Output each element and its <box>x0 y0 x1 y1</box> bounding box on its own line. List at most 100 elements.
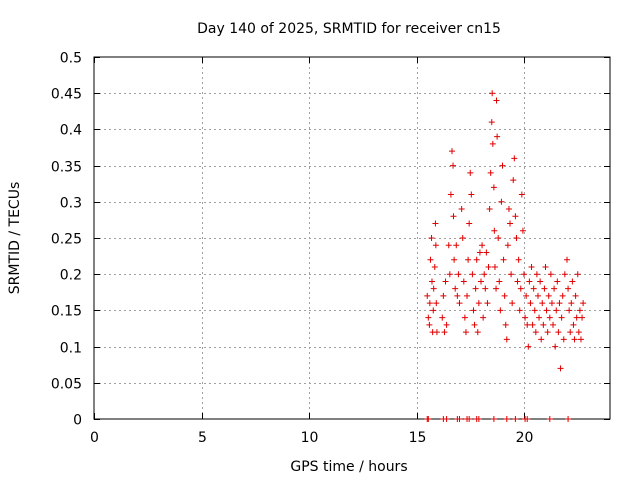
data-point-marker <box>496 278 503 285</box>
data-point-marker <box>509 300 516 307</box>
data-point-marker <box>518 191 525 198</box>
y-tick-label: 0.45 <box>51 87 82 103</box>
data-point-marker <box>433 300 440 307</box>
data-point-marker <box>538 336 545 343</box>
data-point-marker <box>427 256 434 263</box>
data-point-marker <box>450 162 457 169</box>
x-tick-label: 20 <box>516 430 534 446</box>
data-point-marker <box>476 249 483 256</box>
data-point-marker <box>465 256 472 263</box>
data-point-marker <box>425 416 432 422</box>
data-point-marker <box>430 285 437 292</box>
y-tick-label: 0.25 <box>51 232 82 248</box>
x-tick-label: 10 <box>301 430 319 446</box>
data-point-marker <box>522 314 529 321</box>
data-point-marker <box>573 314 580 321</box>
y-tick-label: 0.1 <box>60 341 82 357</box>
data-point-marker <box>432 220 439 227</box>
data-point-marker <box>558 314 565 321</box>
data-point-marker <box>515 256 522 263</box>
data-point-marker <box>489 90 496 97</box>
x-axis-label: GPS time / hours <box>290 459 407 475</box>
data-point-marker <box>430 307 437 314</box>
data-point-marker <box>475 416 482 422</box>
data-point-marker <box>546 314 553 321</box>
data-point-marker <box>478 278 484 285</box>
x-axis-ticks: 0 5 10 15 20 <box>90 57 533 446</box>
data-point-marker <box>560 336 567 343</box>
data-point-marker <box>442 278 449 285</box>
data-point-marker <box>561 271 568 278</box>
data-point-marker <box>547 271 554 278</box>
data-point-marker <box>431 263 438 270</box>
data-point-marker <box>556 300 563 307</box>
data-point-marker <box>524 416 531 422</box>
data-point-marker <box>572 292 579 299</box>
data-point-marker <box>499 162 506 169</box>
data-point-marker <box>529 321 536 328</box>
data-point-marker <box>445 242 452 249</box>
data-point-marker <box>452 285 459 292</box>
data-point-marker <box>555 329 562 336</box>
data-point-marker <box>483 249 490 256</box>
data-point-marker <box>527 300 534 307</box>
x-tick-label: 0 <box>90 430 99 446</box>
data-point-marker <box>479 242 486 249</box>
data-point-marker <box>501 292 508 299</box>
data-point-marker <box>439 314 446 321</box>
data-point-marker <box>552 343 559 350</box>
data-point-marker <box>470 307 477 314</box>
data-point-marker <box>424 292 431 299</box>
data-point-marker <box>460 278 467 285</box>
data-point-marker <box>504 242 511 249</box>
y-tick-label: 0.05 <box>51 377 82 393</box>
data-point-marker <box>580 300 587 307</box>
data-point-marker <box>567 329 574 336</box>
data-point-marker <box>453 242 460 249</box>
data-point-marker <box>564 256 570 263</box>
data-point-marker <box>507 220 514 227</box>
y-tick-label: 0.35 <box>51 160 82 176</box>
data-point-marker <box>466 416 473 422</box>
grid-lines <box>94 57 610 419</box>
data-point-marker <box>443 416 450 422</box>
data-point-marker <box>468 191 475 198</box>
data-points <box>424 90 587 422</box>
data-point-marker <box>532 329 539 336</box>
data-point-marker <box>488 119 495 126</box>
data-point-marker <box>486 206 493 213</box>
data-point-marker <box>490 184 497 191</box>
data-point-marker <box>570 321 577 328</box>
y-axis-ticks: 0 0.05 0.1 0.15 0.2 0.25 0.3 0.35 0.4 0.45 0.5 <box>51 51 610 429</box>
data-point-marker <box>467 169 474 176</box>
x-tick-label: 15 <box>409 430 427 446</box>
data-point-marker <box>512 213 519 220</box>
data-point-marker <box>533 271 540 278</box>
x-tick-label: 5 <box>198 430 207 446</box>
data-point-marker <box>569 278 576 285</box>
data-point-marker <box>510 177 517 184</box>
data-point-marker <box>566 307 573 314</box>
data-point-marker <box>487 169 494 176</box>
data-point-marker <box>485 263 492 270</box>
data-point-marker <box>511 155 518 162</box>
data-point-marker <box>464 292 471 299</box>
data-point-marker <box>451 256 458 263</box>
data-point-marker <box>519 227 526 234</box>
data-point-marker <box>545 292 552 299</box>
data-point-marker <box>426 321 433 328</box>
data-point-marker <box>459 235 466 241</box>
data-point-marker <box>553 307 560 314</box>
data-point-marker <box>541 285 548 292</box>
data-point-marker <box>531 307 538 314</box>
data-point-marker <box>455 271 462 278</box>
data-point-marker <box>428 235 435 241</box>
data-point-marker <box>542 263 549 270</box>
data-point-marker <box>493 97 500 104</box>
y-tick-label: 0.2 <box>60 268 82 284</box>
data-point-marker <box>462 329 469 336</box>
data-point-marker <box>466 220 473 227</box>
y-tick-label: 0.15 <box>51 304 82 320</box>
data-point-marker <box>543 307 550 314</box>
